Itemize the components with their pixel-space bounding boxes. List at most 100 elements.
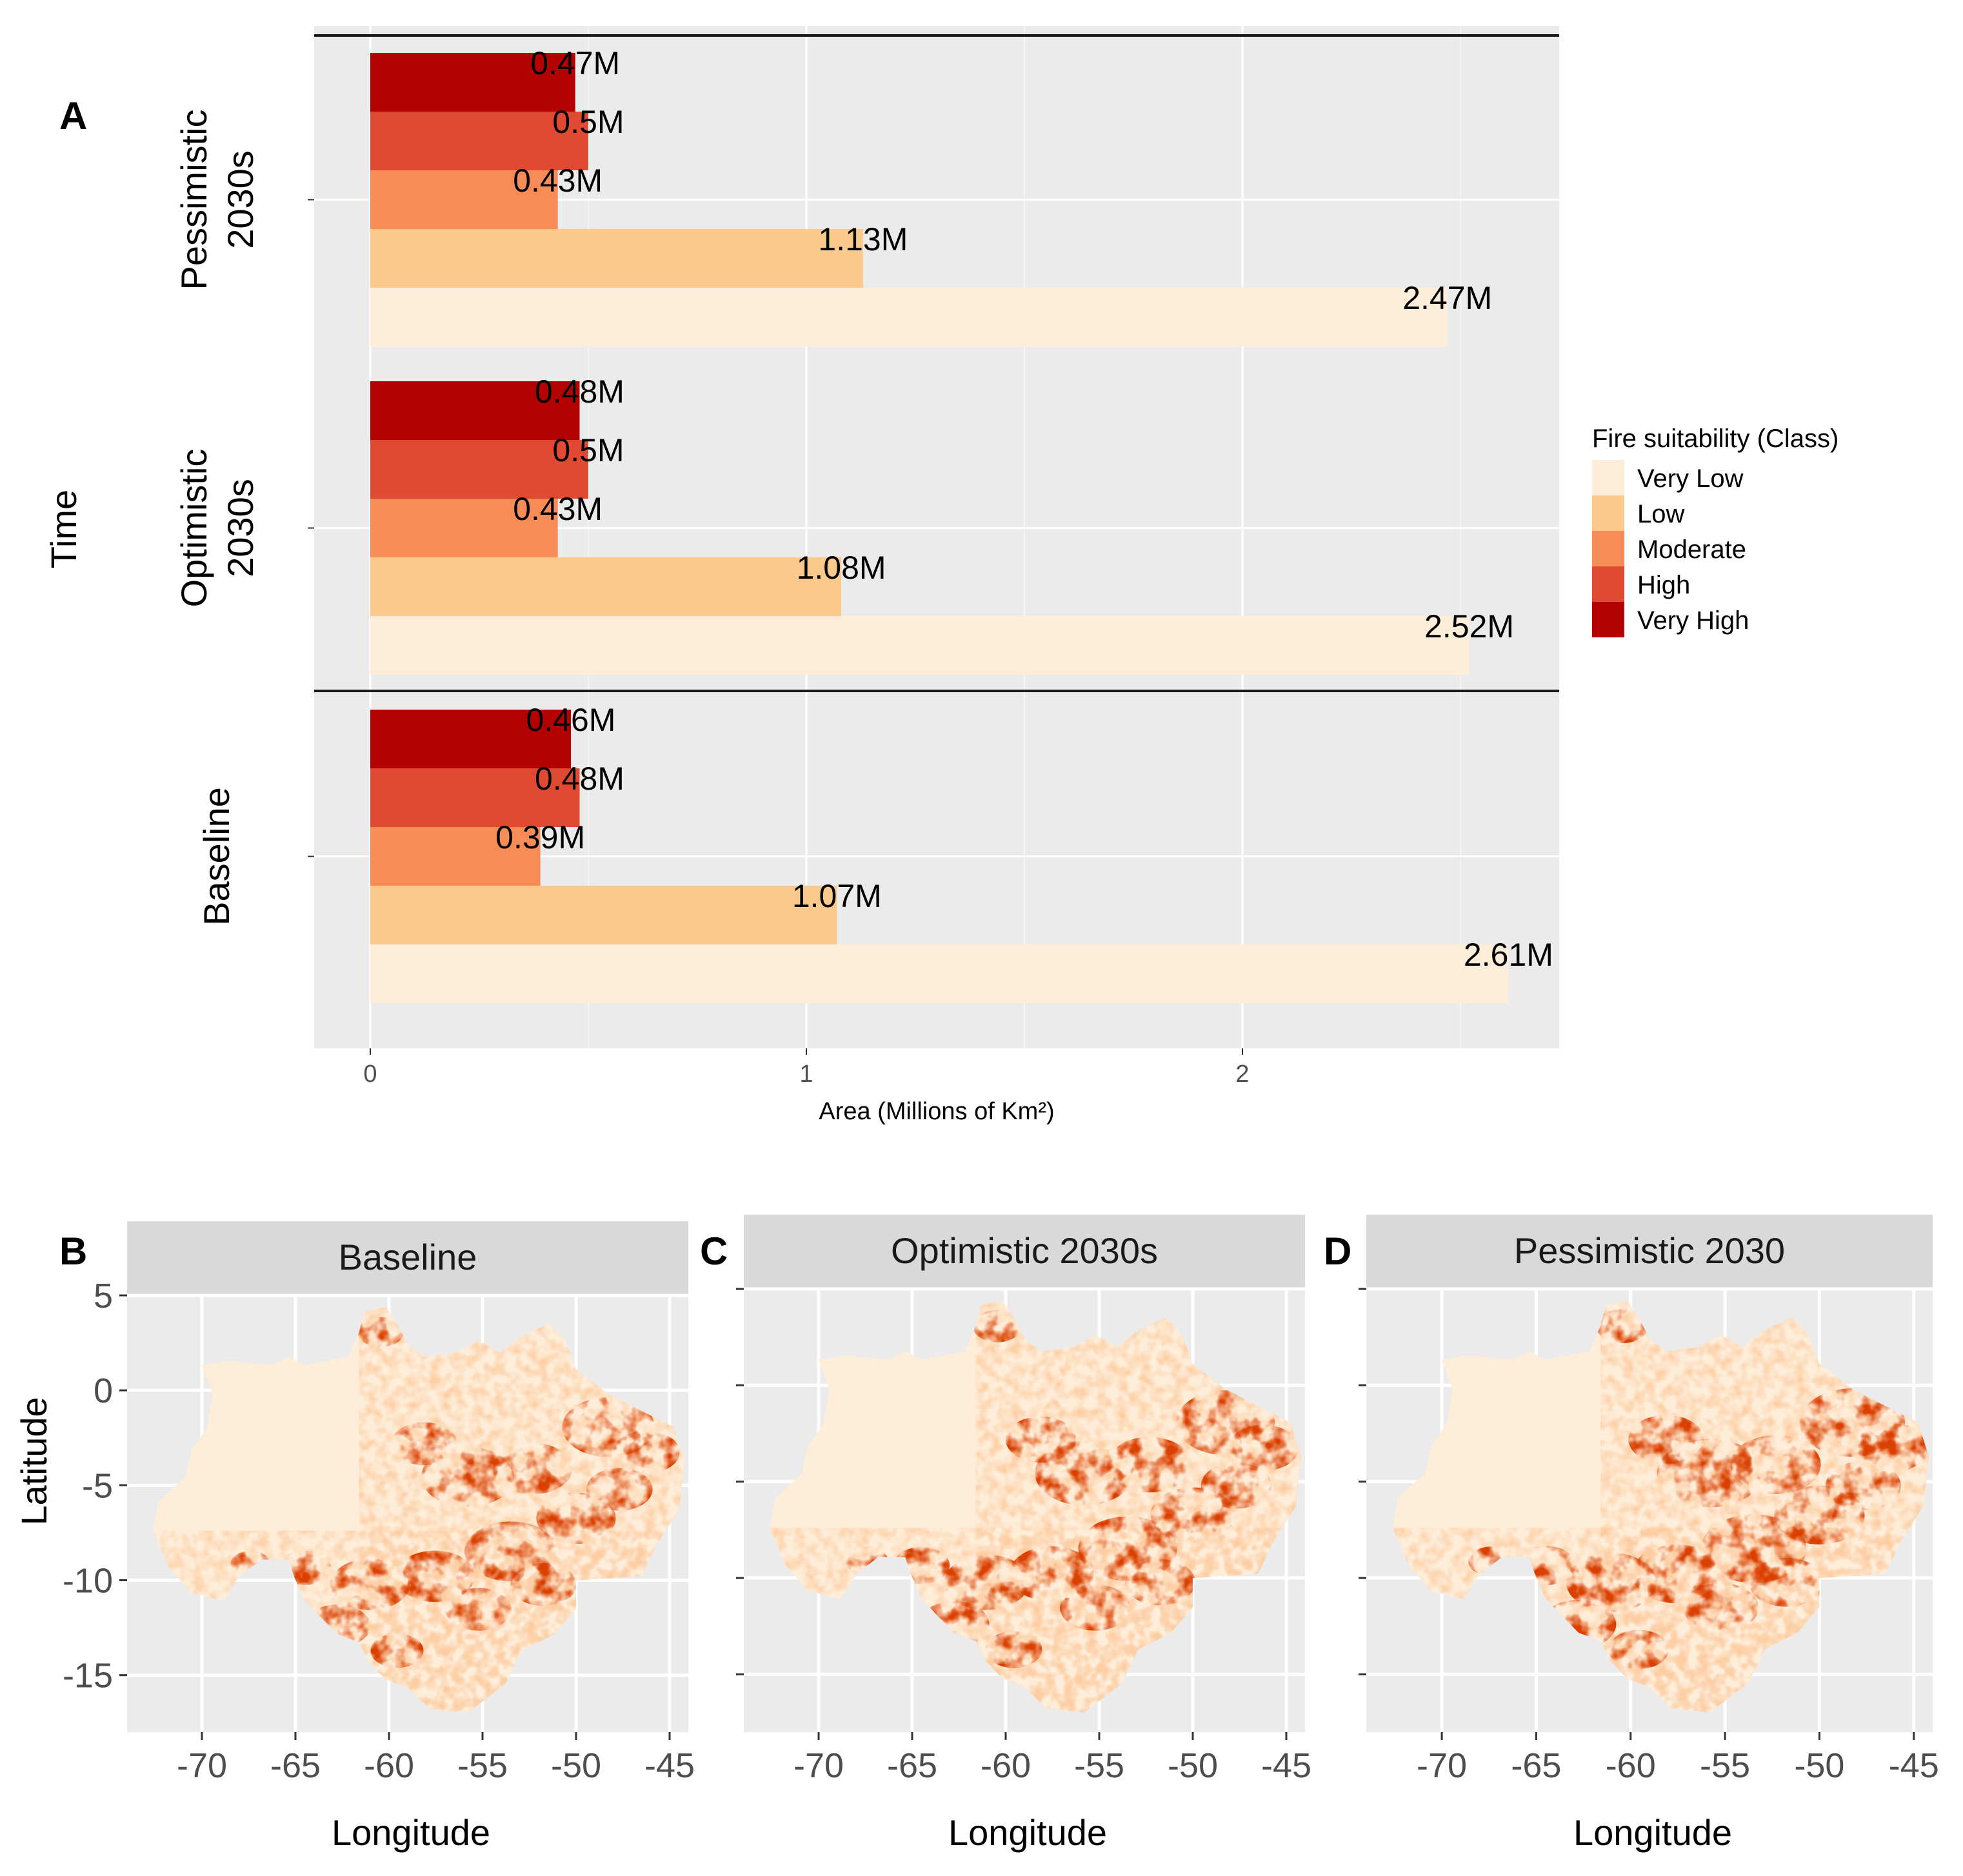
map-x-tick-label: -70 [1417, 1746, 1467, 1785]
facet-strip [127, 1221, 688, 1295]
map-x-title: Longitude [332, 1812, 490, 1853]
bar-value-label: 0.43M [513, 491, 603, 527]
map-x-tick-label: -50 [1794, 1746, 1844, 1785]
facet-strip-title: Baseline [339, 1237, 477, 1277]
map-y-tick-label: 5 [94, 1277, 113, 1315]
legend-swatch [1592, 602, 1624, 637]
bar-high [370, 440, 588, 499]
bar-value-label: 0.5M [552, 104, 624, 140]
legend-label: Very High [1637, 606, 1749, 635]
panel-letter: C [700, 1230, 728, 1273]
region-high [357, 1317, 404, 1347]
bar-very-low [370, 616, 1470, 675]
legend: Fire suitability (Class) Very Low Low Mode… [1592, 424, 1838, 637]
map-x-tick-label: -65 [270, 1746, 321, 1785]
region-high [1825, 1461, 1901, 1510]
group-label: Optimistic [174, 449, 214, 608]
bar-value-label: 0.47M [530, 45, 620, 81]
map-x-tick-label: -60 [364, 1746, 414, 1785]
region-high [1059, 1584, 1131, 1631]
region-high [1608, 1630, 1669, 1670]
map-x-tick-label: -65 [887, 1746, 937, 1785]
bar-value-label: 0.46M [526, 702, 615, 738]
bar-very-high [370, 710, 571, 768]
region-high [330, 1559, 410, 1610]
region-high [1683, 1582, 1759, 1632]
legend-label: Very Low [1637, 464, 1744, 493]
bar-value-label: 1.13M [818, 221, 908, 257]
map-x-tick-label: -45 [644, 1746, 695, 1785]
panel-letter: D [1324, 1230, 1351, 1273]
region-high [445, 1588, 512, 1631]
bar-high [370, 112, 588, 170]
x-tick-label: 1 [799, 1061, 813, 1088]
bar-value-label: 2.52M [1424, 608, 1514, 644]
region-high [944, 1554, 1030, 1610]
region-high [1595, 1308, 1649, 1344]
region-high [985, 1631, 1042, 1668]
facet-strip [744, 1215, 1305, 1289]
panel-a-bar-chart: A 0.47M 0.5M 0.43M 1.13M 2.47M 0.48M 0.5M 0.43M… [43, 26, 1838, 1125]
legend-swatch [1592, 531, 1624, 566]
map-x-tick-label: -60 [1606, 1746, 1656, 1785]
map-x-tick-label: -55 [1700, 1746, 1750, 1785]
map-panel-b: Baseline B -70 -65 -60 -55 -50 -45 5 0 -5 -10 -15 Lon… [59, 1221, 695, 1853]
region-high [972, 1310, 1022, 1342]
legend-label: Moderate [1637, 535, 1746, 564]
region-high [1009, 1546, 1094, 1602]
x-tick-label: 0 [363, 1061, 377, 1088]
region-high [1853, 1423, 1929, 1473]
bar-moderate [370, 499, 558, 557]
bar-value-label: 0.5M [552, 432, 624, 468]
bar-low [370, 886, 837, 944]
bar-moderate [370, 170, 558, 229]
region-high [1107, 1437, 1192, 1493]
bar-very-low [370, 944, 1509, 1003]
fire-suitability-map [1392, 1301, 1929, 1713]
legend-swatch [1592, 495, 1624, 531]
map-x-tick-label: -50 [1168, 1746, 1218, 1785]
region-high [1748, 1557, 1824, 1607]
group-label: 2030s [220, 150, 261, 249]
region-high [1730, 1435, 1821, 1494]
bar-very-high [370, 53, 575, 112]
map-x-tick-label: -45 [1889, 1746, 1939, 1785]
region-high [1124, 1559, 1196, 1606]
bar-value-label: 2.61M [1464, 937, 1553, 973]
facet-strip [1366, 1215, 1933, 1289]
facet-strip-title: Optimistic 2030s [891, 1230, 1158, 1271]
panel-a-bars [370, 53, 1509, 1003]
panel-letter: B [59, 1230, 87, 1273]
region-high [1228, 1424, 1299, 1472]
bar-very-low [370, 288, 1448, 346]
region-high [1201, 1462, 1271, 1509]
map-x-title: Longitude [1573, 1812, 1732, 1853]
legend-label: Low [1637, 500, 1684, 528]
legend-items: Very Low Low Moderate High Very High [1592, 460, 1749, 637]
facet-strip-title: Pessimistic 2030 [1514, 1230, 1785, 1271]
bar-value-label: 1.08M [797, 550, 886, 586]
region-high [510, 1562, 577, 1606]
bar-high [370, 768, 580, 827]
bar-value-label: 2.47M [1402, 280, 1492, 316]
region-high [586, 1468, 653, 1511]
legend-swatch [1592, 460, 1624, 495]
bar-value-label: 0.43M [513, 163, 603, 199]
map-x-tick-label: -60 [981, 1746, 1031, 1785]
map-y-tick-label: -15 [63, 1657, 113, 1695]
map-y-title: Latitude [14, 1397, 54, 1525]
legend-title: Fire suitability (Class) [1592, 424, 1838, 453]
map-x-tick-label: -70 [177, 1746, 227, 1785]
map-x-tick-label: -55 [457, 1746, 508, 1785]
map-x-tick-label: -50 [551, 1746, 601, 1785]
map-y-tick-label: -10 [63, 1562, 113, 1601]
group-label: Baseline [196, 787, 237, 926]
panel-a-y-title: Time [43, 490, 84, 568]
bar-low [370, 557, 842, 616]
map-x-title: Longitude [948, 1812, 1107, 1853]
map-x-tick-label: -70 [793, 1746, 844, 1785]
region-high [1566, 1553, 1657, 1612]
map-y-tick-label: -5 [82, 1466, 113, 1505]
